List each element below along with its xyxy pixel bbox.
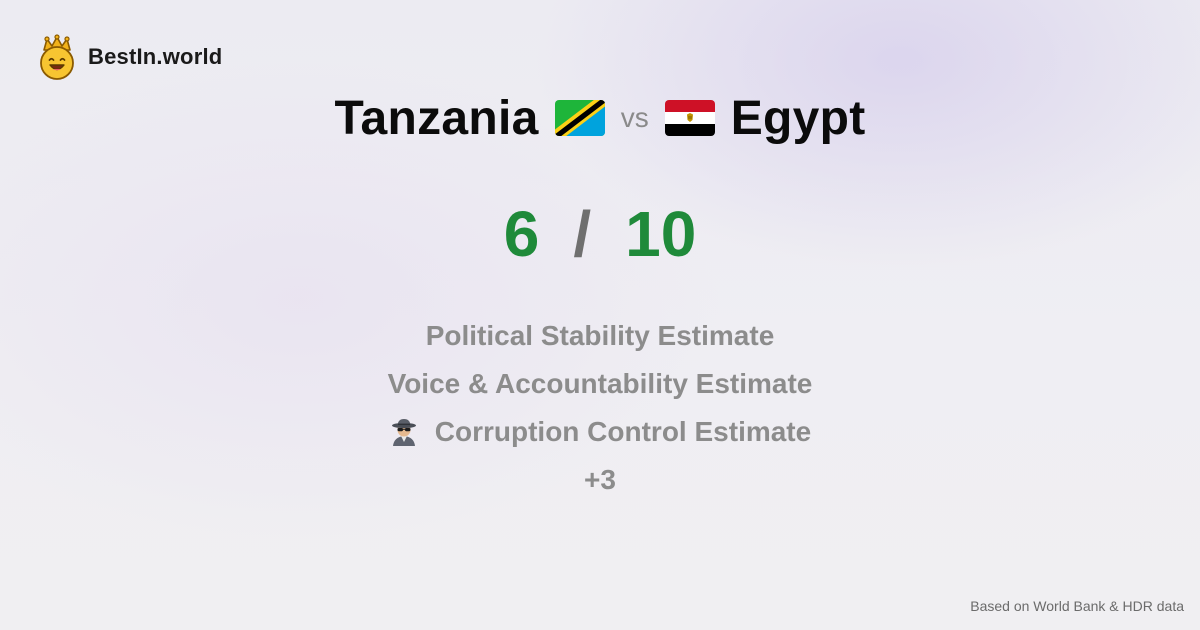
criterion-corruption-control: Corruption Control Estimate [389, 408, 811, 456]
right-score: 10 [625, 198, 697, 270]
criteria-list: Political Stability Estimate Voice & Acc… [0, 312, 1200, 504]
score-separator: / [573, 198, 592, 270]
criterion-voice-accountability: Voice & Accountability Estimate [388, 360, 813, 408]
left-country-name: Tanzania [334, 91, 539, 145]
brand-name: BestIn.world [88, 44, 223, 69]
comparison-title: Tanzania vs Egypt [0, 88, 1200, 148]
crown-smiley-icon [40, 34, 74, 80]
score: 6 / 10 [0, 196, 1200, 272]
criterion-political-stability: Political Stability Estimate [426, 312, 775, 360]
data-source-note: Based on World Bank & HDR data [970, 598, 1184, 614]
vs-label: vs [620, 102, 649, 133]
left-score: 6 [503, 198, 540, 270]
detective-icon [391, 419, 416, 446]
criterion-label: Voice & Accountability Estimate [387, 368, 813, 399]
egypt-flag-icon [664, 100, 715, 136]
criterion-label: Corruption Control Estimate [434, 416, 812, 447]
right-country-name: Egypt [730, 91, 866, 145]
tanzania-flag-icon [554, 100, 605, 136]
brand[interactable]: BestIn.world [38, 34, 222, 80]
criterion-label: Political Stability Estimate [425, 320, 775, 351]
more-criteria-count: +3 [584, 464, 616, 495]
